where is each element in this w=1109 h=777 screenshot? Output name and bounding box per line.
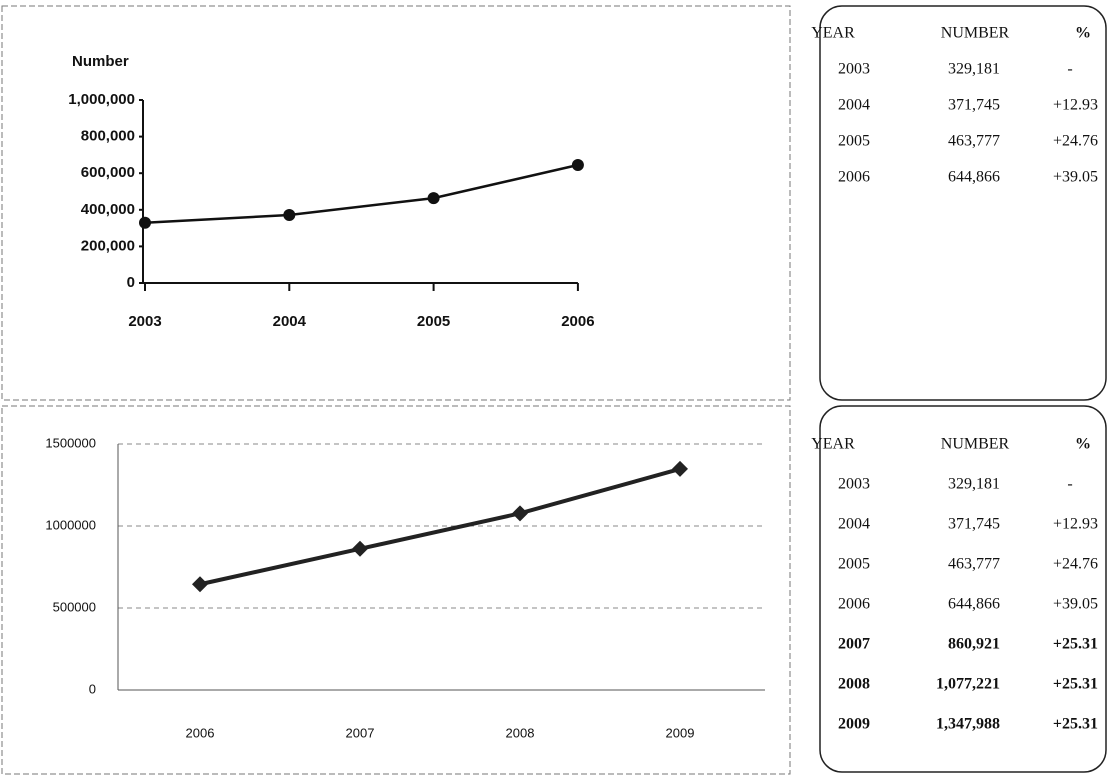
table-cell: 2003	[838, 61, 870, 78]
table-header: YEAR	[811, 436, 855, 453]
y-tick-label: 800,000	[81, 128, 135, 145]
table-cell: 644,866	[948, 169, 1000, 186]
table: YEAR NUMBER % 2003 329,181 - 2004 371,745 +12.93…	[811, 25, 1098, 186]
table-header: %	[1075, 436, 1091, 453]
chart-frame	[1, 5, 791, 401]
y-tick-label: 1,000,000	[68, 91, 135, 108]
y-tick-label: 0	[89, 681, 96, 696]
x-tick-label: 2008	[506, 725, 535, 740]
table-cell: 463,777	[948, 556, 1000, 573]
table-header: NUMBER	[941, 25, 1010, 42]
table-cell: +39.05	[1053, 596, 1098, 613]
x-tick-label: 2006	[186, 725, 215, 740]
table-cell: +25.31	[1053, 676, 1098, 693]
chart-frame	[1, 405, 791, 775]
table-cell: 2005	[838, 556, 870, 573]
table-header: YEAR	[811, 25, 855, 42]
table-cell: +24.76	[1053, 556, 1098, 573]
table-cell: +24.76	[1053, 133, 1098, 150]
table-cell: 371,745	[948, 97, 1000, 114]
table-cell: +39.05	[1053, 169, 1098, 186]
table-frame	[819, 5, 1107, 401]
table-cell: +25.31	[1053, 636, 1098, 653]
table-cell: +25.31	[1053, 716, 1098, 733]
x-tick-label: 2003	[128, 313, 161, 330]
table-cell: 1,347,988	[936, 716, 1000, 733]
y-tick-label: 1000000	[45, 517, 96, 532]
chart: 0 500000 1000000 1500000 2006 2007 2008 2009	[45, 435, 765, 740]
table-cell: 2003	[838, 476, 870, 493]
y-tick-label: 200,000	[81, 237, 135, 254]
table-cell: 1,077,221	[936, 676, 1000, 693]
table-cell: +12.93	[1053, 516, 1098, 533]
x-tick-label: 2005	[417, 313, 450, 330]
table-cell: 2009	[838, 716, 870, 733]
table-cell: 329,181	[948, 61, 1000, 78]
marker	[672, 460, 688, 477]
line	[199, 467, 681, 587]
table-cell: 329,181	[948, 476, 1000, 493]
chart: Number 0 200,000 400,000 600,000 800,000 1,000…	[68, 53, 594, 330]
y-tick-label: 600,000	[81, 164, 135, 181]
table-cell: 2007	[838, 636, 870, 653]
y-axis-label: Number	[72, 53, 129, 70]
marker	[139, 216, 151, 229]
y-tick-label: 1500000	[45, 435, 96, 450]
y-tick-label: 400,000	[81, 201, 135, 218]
table-cell: 2005	[838, 133, 870, 150]
table-cell: 860,921	[948, 636, 1000, 653]
marker	[352, 540, 368, 557]
line	[144, 163, 579, 225]
table-cell: 2004	[838, 97, 870, 114]
y-tick-label: 500000	[53, 599, 96, 614]
table-cell: +12.93	[1053, 97, 1098, 114]
x-tick-label: 2009	[666, 725, 695, 740]
y-tick-label: 0	[127, 274, 135, 291]
table-cell: 371,745	[948, 516, 1000, 533]
table: YEAR NUMBER % 2003 329,181 - 2004 371,745 +12.93…	[811, 436, 1098, 733]
table-cell: 2004	[838, 516, 870, 533]
marker	[571, 158, 584, 171]
table-header: NUMBER	[941, 436, 1010, 453]
table-frame	[819, 405, 1107, 773]
table-cell: -	[1067, 61, 1072, 78]
x-tick-label: 2007	[346, 725, 375, 740]
marker	[512, 505, 528, 522]
table-cell: 463,777	[948, 133, 1000, 150]
table-cell: 2006	[838, 169, 870, 186]
marker	[283, 208, 296, 221]
table-cell: 2006	[838, 596, 870, 613]
marker	[192, 576, 208, 593]
table-cell: 2008	[838, 676, 870, 693]
table-cell: -	[1067, 476, 1072, 493]
x-tick-label: 2004	[273, 313, 307, 330]
marker	[427, 192, 440, 205]
x-tick-label: 2006	[561, 313, 594, 330]
table-header: %	[1075, 25, 1091, 42]
table-cell: 644,866	[948, 596, 1000, 613]
